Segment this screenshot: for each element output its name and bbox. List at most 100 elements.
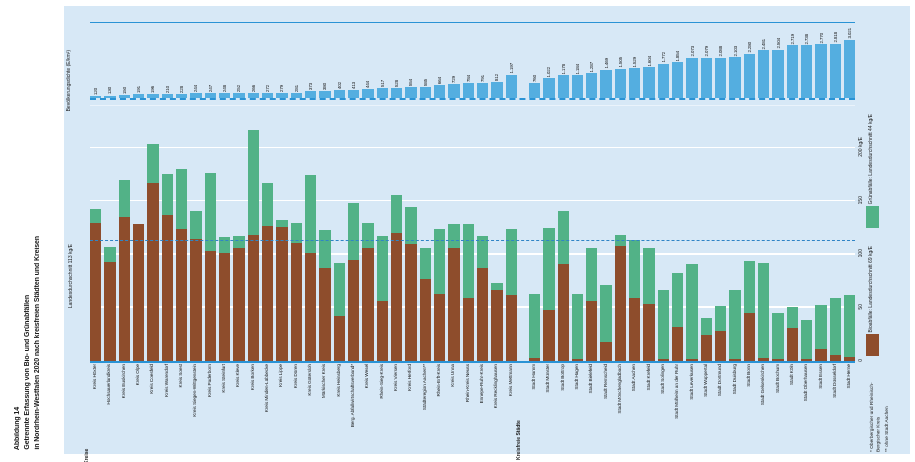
gruenabfaelle-segment xyxy=(700,318,713,336)
density-value-label: 3.021 xyxy=(847,28,853,39)
density-column: 120 xyxy=(90,88,102,98)
gruenabfaelle-segment xyxy=(419,248,431,279)
x-label-column: Stadt Krefeld xyxy=(643,364,654,427)
density-value-label: 2.079 xyxy=(703,46,709,57)
density-column: 191 xyxy=(132,86,145,98)
x-label: Kreis Warendorf xyxy=(164,364,170,397)
bioabfaelle-segment xyxy=(276,226,288,361)
density-bar xyxy=(758,50,770,98)
gruenabfaelle-segment xyxy=(786,306,799,328)
density-value-label: 1.772 xyxy=(660,52,666,63)
density-bar xyxy=(362,89,374,98)
x-label: Kreis Recklinghausen xyxy=(494,364,500,409)
density-value-label: 1.184 xyxy=(574,63,580,75)
density-column: 252 xyxy=(233,85,245,98)
x-label-column: Stadt Düsseldorf xyxy=(830,364,841,427)
density-value-label: 2.088 xyxy=(718,46,724,57)
density-value-label: 1.529 xyxy=(632,56,638,68)
waste-column xyxy=(462,223,474,361)
y-tick-label: 100 xyxy=(858,249,864,258)
density-value-label: 554 xyxy=(408,79,414,87)
density-value-label: 664 xyxy=(437,77,443,85)
density-value-label: 2.738 xyxy=(804,33,810,45)
x-label: Rhein-Erft-Kreis xyxy=(437,364,443,397)
gruenabfaelle-segment xyxy=(629,239,641,299)
x-label: Kreis Herford xyxy=(408,364,414,391)
density-bars-row: 120 130 150 191 196 210 228 244 247 248 252 266 272 2… xyxy=(90,23,856,98)
x-label: Stadt Köln xyxy=(789,364,795,386)
density-value-label: 272 xyxy=(265,84,271,92)
x-label-column: Stadt Duisburg xyxy=(729,364,740,427)
density-column: 528 xyxy=(390,80,403,98)
waste-column xyxy=(247,129,259,361)
density-value-label: 2.280 xyxy=(746,42,752,53)
x-label-column: Stadt Bottrop xyxy=(558,364,569,427)
footnote-2: ** ohne Stadt Aachen xyxy=(884,406,890,452)
bioabfaelle-segment xyxy=(419,279,431,361)
density-column: 3.021 xyxy=(844,28,856,98)
density-column: 2.818 xyxy=(829,32,842,98)
x-label-column: Kreis Coesfeld xyxy=(147,364,158,427)
density-bar xyxy=(448,83,460,98)
x-label: Hochsauerlandkreis xyxy=(107,364,113,405)
x-label: Stadt Münster xyxy=(546,364,552,393)
x-label-column: Städteregion Aachen** xyxy=(420,364,431,427)
density-bar xyxy=(175,93,188,98)
density-bar xyxy=(786,45,799,98)
x-label-column: Stadt Mülheim an der Ruhr xyxy=(672,364,683,427)
x-label: Rhein-Kreis Neuss xyxy=(465,364,471,403)
density-bar xyxy=(390,87,403,98)
density-value-label: 228 xyxy=(179,85,185,93)
density-value-label: 1.854 xyxy=(675,50,681,62)
density-column: 585 xyxy=(419,78,431,98)
x-label-column: Stadt Bielefeld xyxy=(586,364,597,427)
x-label: Kreis Heinsberg xyxy=(336,364,342,397)
x-label: Städteregion Aachen** xyxy=(422,364,428,411)
density-column: 784 xyxy=(462,75,474,98)
x-label-column: Stadt Hamm xyxy=(529,364,540,427)
density-column: 812 xyxy=(491,74,503,98)
density-bar xyxy=(528,83,541,98)
x-label: Stadt Solingen xyxy=(660,364,666,394)
density-value-label: 150 xyxy=(121,87,127,95)
density-bar xyxy=(290,92,302,98)
bioabfaelle-segment xyxy=(304,253,317,361)
waste-column xyxy=(758,263,770,361)
waste-column xyxy=(448,223,460,361)
gruenabfaelle-segment xyxy=(347,203,360,260)
x-label: Stadt Herne xyxy=(847,364,853,389)
density-column: 130 xyxy=(104,87,116,98)
waste-column xyxy=(104,247,116,361)
x-label-column: Kreis Höxter xyxy=(90,364,101,427)
density-value-label: 585 xyxy=(422,78,428,86)
x-label-column: Kreis Unna xyxy=(448,364,459,427)
density-value-label: 247 xyxy=(207,85,213,93)
gruenabfaelle-segment xyxy=(333,263,345,317)
bioabfaelle-segment xyxy=(247,235,259,361)
x-label-column: Stadt Dortmund xyxy=(715,364,726,427)
average-line-label: Landesdurchschnitt 113 kg/E xyxy=(68,243,74,309)
x-label-column: Stadt Hagen xyxy=(572,364,583,427)
gruenabfaelle-segment xyxy=(218,237,231,254)
density-axis-label-wrap: Bevölkerungsdichte (E/km²) xyxy=(66,31,72,111)
density-column: 1.022 xyxy=(543,67,555,98)
bioabfaelle-segment xyxy=(700,335,713,361)
density-bar xyxy=(347,90,360,98)
gruenabfaelle-segment xyxy=(276,220,288,227)
y-tick-label: 50 xyxy=(858,304,864,310)
bioabfaelle-segment xyxy=(557,264,569,361)
density-value-label: 1.197 xyxy=(508,63,514,74)
density-bar xyxy=(161,93,173,98)
legend-bioabfaelle-swatch xyxy=(866,334,879,357)
density-bar xyxy=(700,57,713,98)
x-label: Kreis Coesfeld xyxy=(150,364,156,394)
gruenabfaelle-segment xyxy=(204,172,216,252)
density-bar xyxy=(586,73,598,98)
state-average-dashed-line xyxy=(90,239,855,241)
bioabfaelle-segment xyxy=(643,303,655,361)
x-label-column: Stadt Mönchengladbach xyxy=(615,364,626,427)
gruenabfaelle-segment xyxy=(104,247,116,262)
bioabfaelle-segment xyxy=(528,357,541,361)
bioabfaelle-segment xyxy=(729,358,741,361)
x-label-column: Rhein-Kreis Neuss xyxy=(463,364,474,427)
